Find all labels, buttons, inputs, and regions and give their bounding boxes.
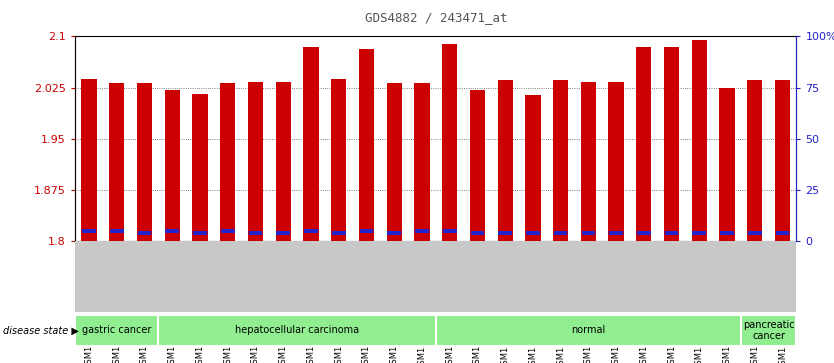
Bar bbox=[137, 83, 152, 241]
Bar bbox=[498, 231, 512, 236]
Bar bbox=[470, 90, 485, 241]
Bar bbox=[554, 231, 567, 236]
Bar bbox=[665, 231, 679, 236]
Text: normal: normal bbox=[571, 325, 605, 335]
Bar bbox=[747, 80, 762, 241]
Bar bbox=[498, 80, 513, 241]
Text: pancreatic
cancer: pancreatic cancer bbox=[743, 319, 795, 341]
Bar bbox=[109, 83, 124, 241]
Bar bbox=[221, 229, 234, 233]
Text: gastric cancer: gastric cancer bbox=[82, 325, 151, 335]
Bar bbox=[164, 90, 180, 241]
Bar bbox=[776, 231, 790, 236]
Bar bbox=[304, 46, 319, 241]
Bar bbox=[220, 83, 235, 241]
Bar bbox=[748, 231, 761, 236]
Bar bbox=[165, 229, 179, 233]
Bar bbox=[304, 229, 318, 233]
Bar bbox=[692, 231, 706, 236]
Bar bbox=[636, 46, 651, 241]
Bar bbox=[443, 229, 456, 233]
Bar bbox=[720, 87, 735, 241]
Bar bbox=[721, 231, 734, 236]
Bar bbox=[470, 231, 485, 236]
Bar bbox=[609, 82, 624, 241]
Bar bbox=[248, 82, 263, 241]
Bar bbox=[691, 40, 707, 241]
Bar bbox=[435, 315, 741, 346]
Bar bbox=[193, 231, 207, 236]
Bar bbox=[193, 94, 208, 241]
Bar bbox=[110, 229, 123, 233]
Bar bbox=[81, 79, 97, 241]
Bar bbox=[276, 231, 290, 236]
Bar bbox=[610, 231, 623, 236]
Bar bbox=[359, 229, 374, 233]
Text: disease state ▶: disease state ▶ bbox=[3, 325, 78, 335]
Bar bbox=[415, 229, 429, 233]
Bar bbox=[75, 315, 158, 346]
Bar bbox=[637, 231, 651, 236]
Bar bbox=[741, 315, 796, 346]
Bar bbox=[414, 83, 430, 241]
Bar bbox=[664, 46, 679, 241]
Bar bbox=[275, 82, 291, 241]
Text: hepatocellular carcinoma: hepatocellular carcinoma bbox=[235, 325, 359, 335]
Bar bbox=[387, 231, 401, 236]
Bar bbox=[82, 229, 96, 233]
Bar bbox=[359, 49, 374, 241]
Text: GDS4882 / 243471_at: GDS4882 / 243471_at bbox=[364, 11, 507, 24]
Bar bbox=[249, 231, 262, 236]
Bar bbox=[331, 79, 346, 241]
Bar bbox=[580, 82, 596, 241]
Bar bbox=[553, 80, 568, 241]
Bar bbox=[332, 231, 345, 236]
Bar bbox=[526, 231, 540, 236]
Bar bbox=[525, 95, 540, 241]
Bar bbox=[138, 231, 151, 236]
Bar bbox=[581, 231, 595, 236]
Bar bbox=[442, 44, 457, 241]
Bar bbox=[775, 80, 791, 241]
Bar bbox=[386, 83, 402, 241]
Bar bbox=[158, 315, 435, 346]
